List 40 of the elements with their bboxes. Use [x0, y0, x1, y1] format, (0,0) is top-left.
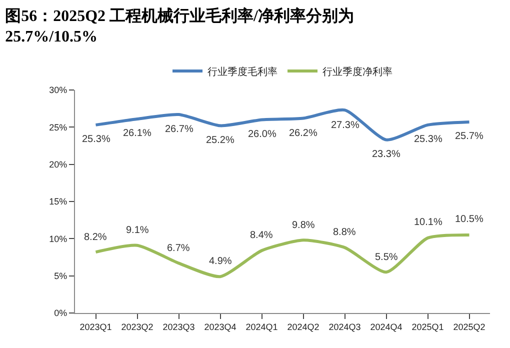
- data-label: 25.3%: [414, 134, 442, 145]
- legend-label: 行业季度净利率: [322, 66, 392, 78]
- data-label: 6.7%: [167, 243, 190, 254]
- data-label: 8.2%: [84, 232, 107, 243]
- legend-label: 行业季度毛利率: [208, 66, 278, 78]
- y-tick-label: 15%: [49, 196, 68, 207]
- x-tick-label: 2024Q1: [246, 322, 278, 332]
- data-label: 23.3%: [372, 149, 400, 160]
- data-label: 5.5%: [375, 252, 398, 263]
- x-tick-label: 2024Q3: [328, 322, 361, 332]
- data-label: 4.9%: [209, 256, 232, 267]
- y-tick-label: 5%: [54, 270, 68, 281]
- data-label: 25.7%: [455, 131, 484, 142]
- x-tick-label: 2023Q1: [80, 322, 112, 332]
- x-tick-label: 2023Q3: [162, 322, 195, 332]
- y-tick-label: 30%: [49, 85, 68, 96]
- x-tick-label: 2024Q4: [370, 322, 402, 332]
- x-tick-label: 2025Q2: [453, 322, 486, 332]
- x-tick-label: 2023Q4: [204, 322, 236, 332]
- data-label: 26.7%: [165, 124, 194, 135]
- chart-title: 图56：2025Q2 工程机械行业毛利率/净利率分别为25.7%/10.5%: [5, 6, 354, 46]
- data-label: 8.8%: [333, 227, 356, 238]
- y-tick-label: 10%: [49, 234, 68, 244]
- data-label: 25.3%: [82, 134, 110, 145]
- data-label: 27.3%: [331, 120, 360, 131]
- y-tick-label: 25%: [49, 122, 68, 132]
- x-tick-label: 2023Q2: [121, 322, 154, 332]
- data-label: 25.2%: [206, 135, 234, 146]
- x-tick-label: 2024Q2: [287, 322, 320, 332]
- data-label: 26.2%: [289, 128, 318, 139]
- data-label: 9.8%: [292, 220, 315, 231]
- y-tick-label: 20%: [49, 159, 68, 170]
- data-label: 10.5%: [455, 214, 484, 225]
- x-tick-label: 2025Q1: [412, 322, 444, 332]
- data-label: 10.1%: [414, 217, 442, 228]
- y-tick-label: 0%: [54, 308, 68, 318]
- data-label: 9.1%: [126, 225, 149, 236]
- data-label: 8.4%: [250, 230, 273, 241]
- data-label: 26.1%: [123, 128, 152, 139]
- data-label: 26.0%: [248, 129, 276, 140]
